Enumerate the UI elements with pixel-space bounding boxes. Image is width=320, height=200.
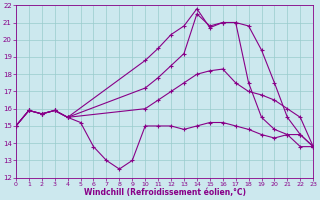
X-axis label: Windchill (Refroidissement éolien,°C): Windchill (Refroidissement éolien,°C) (84, 188, 245, 197)
